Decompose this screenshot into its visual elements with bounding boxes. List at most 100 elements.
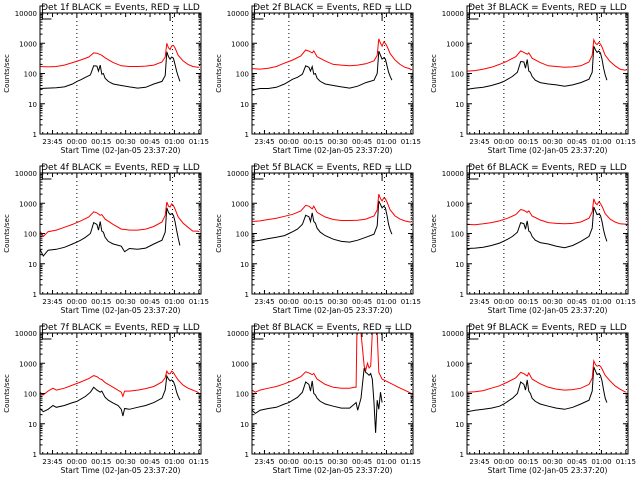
series-line-lld (252, 38, 412, 71)
y-tick-label: 100 (24, 71, 37, 79)
x-tick-label: 00:15 (91, 138, 111, 146)
y-tick-label: 100 (451, 391, 464, 399)
interval-bracket-marker (41, 329, 52, 340)
x-tick-label: 01:15 (616, 298, 636, 306)
y-tick-label: 1000 (446, 40, 464, 48)
y-tick-label: 10 (455, 101, 464, 109)
x-tick-label: 00:30 (116, 138, 136, 146)
x-tick-label: 01:15 (616, 458, 636, 466)
y-tick-label: 100 (236, 71, 249, 79)
x-tick-label: 00:45 (352, 298, 372, 306)
x-tick-label: 01:00 (591, 458, 611, 466)
y-tick-label: 10000 (442, 10, 464, 18)
x-tick-label: 00:30 (116, 298, 136, 306)
x-tick-label: 01:00 (164, 298, 184, 306)
x-tick-label: 00:45 (352, 138, 372, 146)
panel-title: Det 4f BLACK = Events, RED = LLD (41, 163, 200, 173)
y-tick-label: 1 (33, 451, 37, 459)
panel-title: Det 9f BLACK = Events, RED = LLD (468, 323, 627, 333)
series-line-events (252, 50, 393, 91)
y-tick-label: 100 (236, 231, 249, 239)
x-tick-label: 00:15 (303, 138, 323, 146)
title-bracket (39, 5, 45, 13)
y-tick-label: 10000 (442, 170, 464, 178)
x-tick-label: 23:45 (469, 298, 489, 306)
x-tick-label: 23:45 (42, 138, 62, 146)
x-tick-label: 00:30 (543, 298, 563, 306)
interval-bracket-marker (169, 328, 178, 341)
x-axis-label: Start Time (02-Jan-05 23:37:20) (273, 306, 393, 315)
x-tick-label: 00:45 (567, 138, 587, 146)
y-tick-label: 10 (28, 421, 37, 429)
y-axis-label: Counts/sec (3, 374, 11, 413)
y-tick-label: 1 (460, 451, 464, 459)
y-tick-label: 10 (28, 261, 37, 269)
x-tick-label: 00:30 (328, 298, 348, 306)
x-tick-label: 00:30 (116, 458, 136, 466)
y-tick-label: 10 (28, 101, 37, 109)
panel-title: Det 1f BLACK = Events, RED = LLD (41, 3, 200, 13)
panel-title: Det 8f BLACK = Events, RED = LLD (253, 323, 412, 333)
panel-title: Det 2f BLACK = Events, RED = LLD (253, 3, 412, 13)
interval-bracket-marker (41, 169, 52, 180)
x-axis-label: Start Time (02-Jan-05 23:37:20) (273, 146, 393, 155)
plot-frame (466, 12, 629, 135)
y-tick-label: 10 (455, 261, 464, 269)
plot-frame (251, 172, 414, 295)
interval-bracket-marker (41, 9, 52, 20)
y-axis-label: Counts/sec (430, 374, 438, 413)
panel-title: Det 3f BLACK = Events, RED = LLD (468, 3, 627, 13)
series-line-lld (467, 198, 627, 226)
panel-det-5: Det 5f BLACK = Events, RED = LLD Counts/s… (215, 163, 421, 315)
series-line-events (467, 366, 608, 413)
title-bracket (251, 325, 257, 333)
series-line-lld (40, 43, 200, 68)
x-tick-label: 00:45 (140, 298, 160, 306)
x-tick-label: 00:45 (567, 458, 587, 466)
x-tick-label: 00:45 (140, 138, 160, 146)
x-tick-label: 01:00 (164, 138, 184, 146)
y-tick-label: 1000 (19, 40, 37, 48)
panel-title: Det 5f BLACK = Events, RED = LLD (253, 163, 412, 173)
x-tick-label: 23:45 (42, 458, 62, 466)
interval-bracket-marker (468, 9, 479, 20)
y-tick-label: 1000 (231, 360, 249, 368)
interval-bracket-marker (468, 329, 479, 340)
y-tick-label: 1000 (446, 360, 464, 368)
y-tick-label: 100 (236, 391, 249, 399)
series-line-events (40, 374, 181, 417)
y-tick-label: 10000 (15, 170, 37, 178)
series-line-events (40, 51, 181, 89)
x-tick-label: 00:15 (303, 458, 323, 466)
series-line-lld (40, 201, 200, 238)
y-tick-label: 1 (245, 291, 249, 299)
x-tick-label: 00:15 (303, 298, 323, 306)
x-tick-label: 00:15 (91, 298, 111, 306)
interval-bracket-marker (253, 169, 264, 180)
panel-det-9: Det 9f BLACK = Events, RED = LLD Counts/s… (430, 323, 636, 475)
y-tick-label: 1 (460, 131, 464, 139)
panel-det-7: Det 7f BLACK = Events, RED = LLD Counts/s… (3, 323, 209, 475)
y-axis-label: Counts/sec (3, 54, 11, 93)
x-tick-label: 00:30 (328, 138, 348, 146)
y-tick-label: 1 (245, 131, 249, 139)
y-tick-label: 100 (451, 231, 464, 239)
y-tick-label: 1000 (231, 200, 249, 208)
panel-det-4: Det 4f BLACK = Events, RED = LLD Counts/s… (3, 163, 209, 315)
x-axis-label: Start Time (02-Jan-05 23:37:20) (488, 466, 608, 475)
y-tick-label: 100 (451, 71, 464, 79)
interval-bracket-marker (381, 8, 390, 21)
y-tick-label: 1 (33, 291, 37, 299)
y-axis-label: Counts/sec (430, 54, 438, 93)
interval-bracket-marker (253, 9, 264, 20)
y-tick-label: 10 (240, 101, 249, 109)
x-tick-label: 01:00 (376, 298, 396, 306)
series-line-events (467, 206, 608, 249)
y-tick-label: 10 (455, 421, 464, 429)
x-axis-label: Start Time (02-Jan-05 23:37:20) (61, 466, 181, 475)
plot-frame (251, 332, 414, 455)
y-tick-label: 10000 (15, 330, 37, 338)
y-tick-label: 1 (460, 291, 464, 299)
series-line-events (252, 200, 393, 243)
y-tick-label: 10000 (227, 330, 249, 338)
